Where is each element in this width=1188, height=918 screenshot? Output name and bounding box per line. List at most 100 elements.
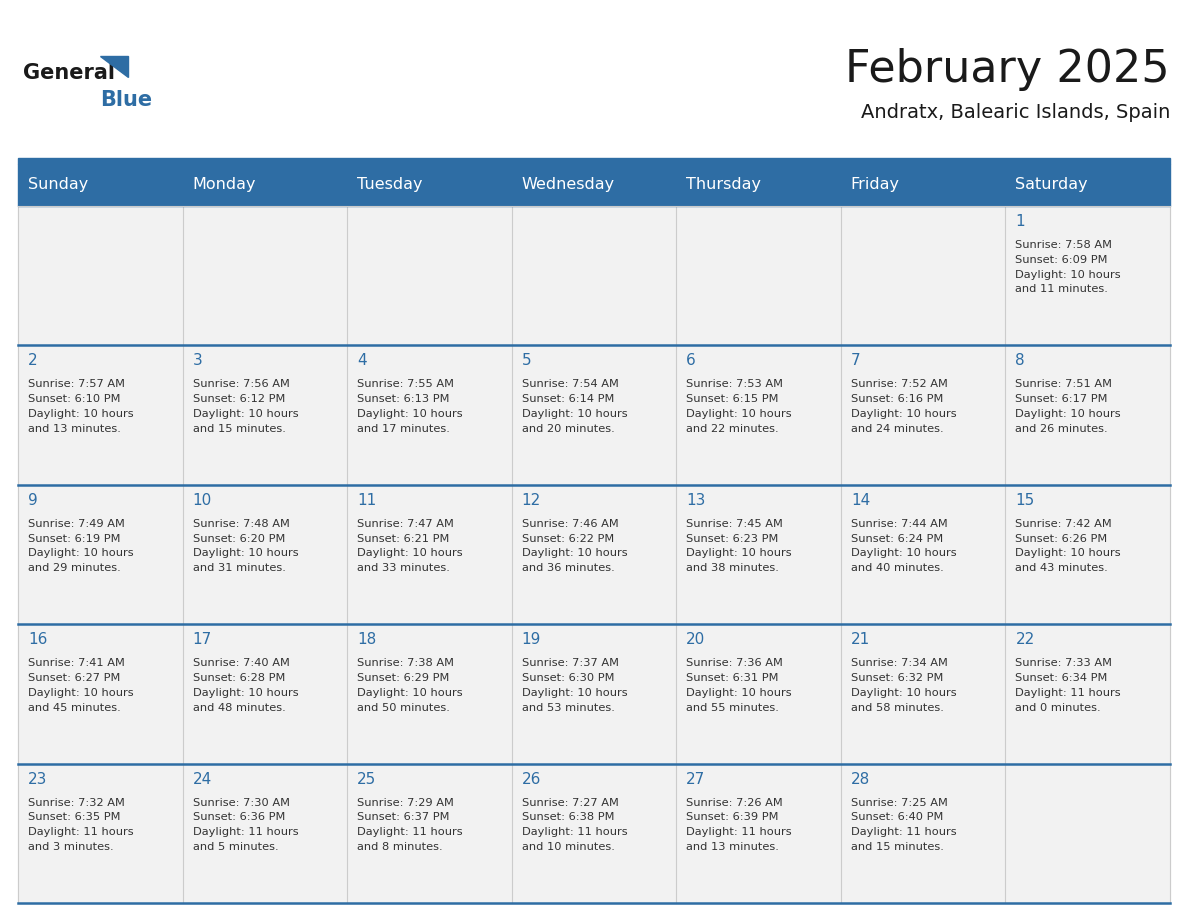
- Text: and 5 minutes.: and 5 minutes.: [192, 842, 278, 852]
- Text: and 17 minutes.: and 17 minutes.: [358, 424, 450, 434]
- Text: Sunset: 6:28 PM: Sunset: 6:28 PM: [192, 673, 285, 683]
- Text: and 33 minutes.: and 33 minutes.: [358, 564, 450, 573]
- Text: and 36 minutes.: and 36 minutes.: [522, 564, 614, 573]
- Text: Sunset: 6:27 PM: Sunset: 6:27 PM: [29, 673, 120, 683]
- Text: Sunset: 6:09 PM: Sunset: 6:09 PM: [1016, 255, 1108, 264]
- Text: Daylight: 11 hours: Daylight: 11 hours: [29, 827, 133, 837]
- Text: Sunset: 6:37 PM: Sunset: 6:37 PM: [358, 812, 449, 823]
- Bar: [18, 206, 1170, 345]
- Text: 1: 1: [1016, 214, 1025, 229]
- Text: 28: 28: [851, 772, 870, 787]
- Text: Daylight: 10 hours: Daylight: 10 hours: [687, 688, 792, 698]
- Text: 5: 5: [522, 353, 531, 368]
- Text: Sunrise: 7:32 AM: Sunrise: 7:32 AM: [29, 798, 125, 808]
- Text: Sunset: 6:24 PM: Sunset: 6:24 PM: [851, 533, 943, 543]
- Text: Daylight: 10 hours: Daylight: 10 hours: [1016, 270, 1121, 280]
- Text: Daylight: 11 hours: Daylight: 11 hours: [1016, 688, 1121, 698]
- Text: Daylight: 10 hours: Daylight: 10 hours: [522, 409, 627, 419]
- Text: Daylight: 10 hours: Daylight: 10 hours: [192, 688, 298, 698]
- Bar: [18, 345, 1170, 485]
- Text: 14: 14: [851, 493, 870, 508]
- Text: and 38 minutes.: and 38 minutes.: [687, 564, 779, 573]
- Text: Sunrise: 7:30 AM: Sunrise: 7:30 AM: [192, 798, 290, 808]
- Text: 21: 21: [851, 633, 870, 647]
- Text: and 11 minutes.: and 11 minutes.: [1016, 285, 1108, 295]
- Text: Sunrise: 7:25 AM: Sunrise: 7:25 AM: [851, 798, 948, 808]
- Text: and 0 minutes.: and 0 minutes.: [1016, 702, 1101, 712]
- Text: Sunrise: 7:26 AM: Sunrise: 7:26 AM: [687, 798, 783, 808]
- Text: Sunrise: 7:47 AM: Sunrise: 7:47 AM: [358, 519, 454, 529]
- Text: Sunset: 6:16 PM: Sunset: 6:16 PM: [851, 394, 943, 404]
- Text: Sunrise: 7:52 AM: Sunrise: 7:52 AM: [851, 379, 948, 389]
- Text: 18: 18: [358, 633, 377, 647]
- Text: Sunrise: 7:34 AM: Sunrise: 7:34 AM: [851, 658, 948, 668]
- Text: Blue: Blue: [100, 90, 152, 110]
- Text: 6: 6: [687, 353, 696, 368]
- Text: 8: 8: [1016, 353, 1025, 368]
- Text: Daylight: 10 hours: Daylight: 10 hours: [358, 548, 463, 558]
- Text: Daylight: 10 hours: Daylight: 10 hours: [522, 548, 627, 558]
- Text: 13: 13: [687, 493, 706, 508]
- Text: and 15 minutes.: and 15 minutes.: [851, 842, 943, 852]
- Text: Sunrise: 7:51 AM: Sunrise: 7:51 AM: [1016, 379, 1112, 389]
- Text: and 40 minutes.: and 40 minutes.: [851, 564, 943, 573]
- Text: Sunrise: 7:57 AM: Sunrise: 7:57 AM: [29, 379, 125, 389]
- Text: and 22 minutes.: and 22 minutes.: [687, 424, 779, 434]
- Text: Saturday: Saturday: [1016, 177, 1088, 193]
- Text: and 29 minutes.: and 29 minutes.: [29, 564, 121, 573]
- Text: Sunrise: 7:41 AM: Sunrise: 7:41 AM: [29, 658, 125, 668]
- Text: Sunrise: 7:27 AM: Sunrise: 7:27 AM: [522, 798, 619, 808]
- Text: 11: 11: [358, 493, 377, 508]
- Text: and 15 minutes.: and 15 minutes.: [192, 424, 285, 434]
- Text: Sunset: 6:21 PM: Sunset: 6:21 PM: [358, 533, 449, 543]
- Text: Sunset: 6:30 PM: Sunset: 6:30 PM: [522, 673, 614, 683]
- Text: Sunset: 6:19 PM: Sunset: 6:19 PM: [29, 533, 120, 543]
- Text: Sunset: 6:36 PM: Sunset: 6:36 PM: [192, 812, 285, 823]
- Text: and 55 minutes.: and 55 minutes.: [687, 702, 779, 712]
- Text: and 13 minutes.: and 13 minutes.: [687, 842, 779, 852]
- Text: Sunrise: 7:33 AM: Sunrise: 7:33 AM: [1016, 658, 1112, 668]
- Text: Sunset: 6:32 PM: Sunset: 6:32 PM: [851, 673, 943, 683]
- Text: Daylight: 10 hours: Daylight: 10 hours: [522, 688, 627, 698]
- Text: Daylight: 10 hours: Daylight: 10 hours: [851, 548, 956, 558]
- Text: Sunset: 6:17 PM: Sunset: 6:17 PM: [1016, 394, 1108, 404]
- Text: Daylight: 10 hours: Daylight: 10 hours: [358, 409, 463, 419]
- Text: Sunrise: 7:48 AM: Sunrise: 7:48 AM: [192, 519, 290, 529]
- Text: Sunrise: 7:53 AM: Sunrise: 7:53 AM: [687, 379, 783, 389]
- Text: Daylight: 10 hours: Daylight: 10 hours: [358, 688, 463, 698]
- Bar: [18, 485, 1170, 624]
- Text: Daylight: 10 hours: Daylight: 10 hours: [851, 409, 956, 419]
- Text: Sunset: 6:13 PM: Sunset: 6:13 PM: [358, 394, 449, 404]
- Text: Daylight: 10 hours: Daylight: 10 hours: [1016, 409, 1121, 419]
- Text: and 45 minutes.: and 45 minutes.: [29, 702, 121, 712]
- Polygon shape: [100, 56, 128, 77]
- Text: 19: 19: [522, 633, 541, 647]
- Text: and 24 minutes.: and 24 minutes.: [851, 424, 943, 434]
- Text: Sunset: 6:20 PM: Sunset: 6:20 PM: [192, 533, 285, 543]
- Bar: [18, 624, 1170, 764]
- Text: Sunset: 6:26 PM: Sunset: 6:26 PM: [1016, 533, 1107, 543]
- Text: Sunrise: 7:42 AM: Sunrise: 7:42 AM: [1016, 519, 1112, 529]
- Text: Sunrise: 7:36 AM: Sunrise: 7:36 AM: [687, 658, 783, 668]
- Text: Sunrise: 7:38 AM: Sunrise: 7:38 AM: [358, 658, 454, 668]
- Text: 26: 26: [522, 772, 541, 787]
- Text: Friday: Friday: [851, 177, 899, 193]
- Text: Daylight: 10 hours: Daylight: 10 hours: [851, 688, 956, 698]
- Text: 27: 27: [687, 772, 706, 787]
- Text: Sunset: 6:38 PM: Sunset: 6:38 PM: [522, 812, 614, 823]
- Text: and 50 minutes.: and 50 minutes.: [358, 702, 450, 712]
- Text: Sunset: 6:31 PM: Sunset: 6:31 PM: [687, 673, 779, 683]
- Text: Wednesday: Wednesday: [522, 177, 615, 193]
- Text: Sunrise: 7:55 AM: Sunrise: 7:55 AM: [358, 379, 454, 389]
- Text: Sunrise: 7:46 AM: Sunrise: 7:46 AM: [522, 519, 619, 529]
- Text: Thursday: Thursday: [687, 177, 762, 193]
- Text: and 3 minutes.: and 3 minutes.: [29, 842, 114, 852]
- Text: Daylight: 11 hours: Daylight: 11 hours: [358, 827, 463, 837]
- Text: Sunrise: 7:45 AM: Sunrise: 7:45 AM: [687, 519, 783, 529]
- Text: 17: 17: [192, 633, 211, 647]
- Text: and 8 minutes.: and 8 minutes.: [358, 842, 443, 852]
- Text: Sunset: 6:23 PM: Sunset: 6:23 PM: [687, 533, 778, 543]
- Text: Daylight: 11 hours: Daylight: 11 hours: [192, 827, 298, 837]
- Text: Sunrise: 7:54 AM: Sunrise: 7:54 AM: [522, 379, 619, 389]
- Text: and 26 minutes.: and 26 minutes.: [1016, 424, 1108, 434]
